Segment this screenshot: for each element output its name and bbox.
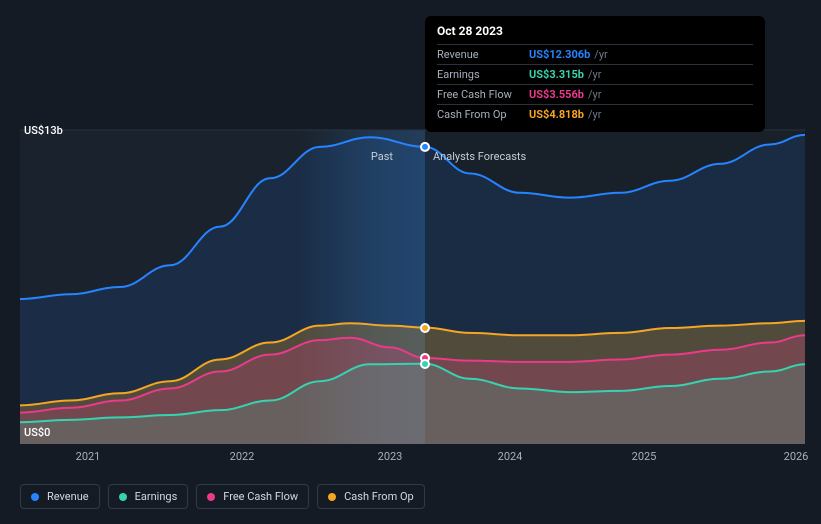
tooltip-row-label: Earnings: [437, 68, 529, 81]
legend-item[interactable]: Free Cash Flow: [196, 484, 309, 509]
legend: Revenue Earnings Free Cash Flow Cash From O…: [20, 484, 425, 509]
y-axis-label: US$0: [24, 426, 50, 439]
legend-swatch: [31, 493, 39, 501]
tooltip-row-label: Cash From Op: [437, 108, 529, 121]
legend-label: Cash From Op: [344, 490, 414, 503]
x-axis-label: 2023: [378, 450, 403, 463]
legend-swatch: [207, 493, 215, 501]
tooltip-row-unit: /yr: [594, 48, 607, 61]
tooltip-row-unit: /yr: [588, 88, 601, 101]
x-axis-label: 2024: [498, 450, 523, 463]
series-marker: [420, 323, 430, 333]
past-label: Past: [371, 150, 393, 163]
tooltip-title: Oct 28 2023: [437, 24, 753, 44]
legend-item[interactable]: Earnings: [108, 484, 189, 509]
tooltip-row: Cash From OpUS$4.818b/yr: [437, 104, 753, 124]
tooltip-row-value: US$12.306b: [529, 48, 590, 61]
tooltip-row-label: Free Cash Flow: [437, 88, 529, 101]
tooltip: Oct 28 2023 RevenueUS$12.306b/yrEarnings…: [425, 16, 765, 132]
tooltip-row-label: Revenue: [437, 48, 529, 61]
y-axis-label: US$13b: [24, 124, 63, 137]
series-marker: [420, 359, 430, 369]
tooltip-row: EarningsUS$3.315b/yr: [437, 64, 753, 84]
tooltip-row-value: US$4.818b: [529, 108, 584, 121]
x-axis-label: 2025: [632, 450, 657, 463]
x-axis-label: 2021: [76, 450, 101, 463]
x-axis-label: 2026: [784, 450, 809, 463]
legend-label: Free Cash Flow: [223, 490, 298, 503]
legend-swatch: [119, 493, 127, 501]
tooltip-row: Free Cash FlowUS$3.556b/yr: [437, 84, 753, 104]
tooltip-row: RevenueUS$12.306b/yr: [437, 44, 753, 64]
legend-item[interactable]: Cash From Op: [317, 484, 425, 509]
legend-swatch: [328, 493, 336, 501]
tooltip-row-value: US$3.315b: [529, 68, 584, 81]
legend-label: Earnings: [135, 490, 178, 503]
legend-item[interactable]: Revenue: [20, 484, 100, 509]
legend-label: Revenue: [47, 490, 89, 503]
forecast-label: Analysts Forecasts: [433, 150, 526, 163]
tooltip-row-value: US$3.556b: [529, 88, 584, 101]
tooltip-row-unit: /yr: [588, 108, 601, 121]
tooltip-row-unit: /yr: [588, 68, 601, 81]
x-axis-label: 2022: [230, 450, 255, 463]
